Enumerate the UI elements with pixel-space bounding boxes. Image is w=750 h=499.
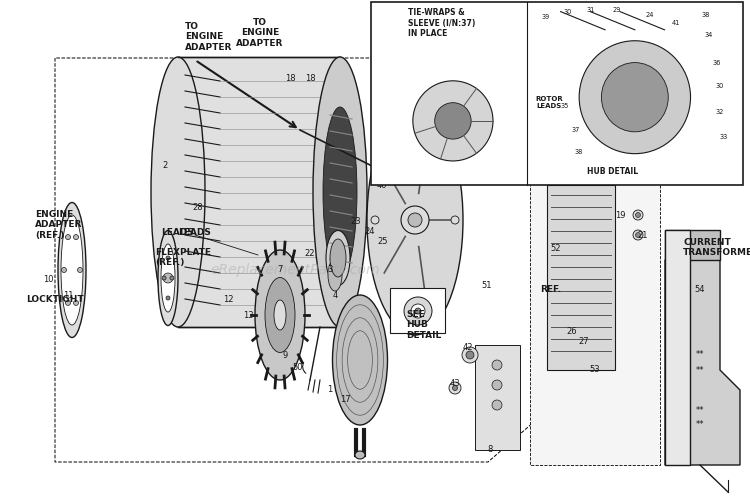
Ellipse shape [255,250,305,380]
Text: 38: 38 [701,12,709,18]
Text: 40: 40 [376,181,387,190]
Text: **: ** [696,406,704,415]
Text: 34: 34 [705,32,713,38]
Circle shape [170,276,174,280]
Ellipse shape [332,295,388,425]
Text: LOCKTIGHT: LOCKTIGHT [26,295,84,304]
Text: 52: 52 [550,244,561,252]
Text: 41: 41 [671,19,680,25]
Text: 18: 18 [304,73,315,82]
Ellipse shape [328,259,342,291]
Circle shape [415,308,421,314]
Text: 27: 27 [579,337,590,346]
Text: 12: 12 [223,295,233,304]
Text: 26: 26 [567,327,578,336]
Text: TO
ENGINE
ADAPTER: TO ENGINE ADAPTER [185,22,232,52]
Circle shape [633,210,643,220]
Text: TO
ENGINE
ADAPTER: TO ENGINE ADAPTER [236,18,284,48]
Text: 23: 23 [351,218,361,227]
Ellipse shape [367,105,463,335]
Text: 53: 53 [590,365,600,375]
Circle shape [65,235,70,240]
Text: 11: 11 [63,290,74,299]
Circle shape [635,233,640,238]
Text: HUB DETAIL: HUB DETAIL [586,167,638,176]
Circle shape [492,400,502,410]
Circle shape [449,382,461,394]
Circle shape [77,267,82,272]
Text: 8: 8 [488,446,493,455]
Text: **: ** [696,350,704,359]
Circle shape [411,311,419,319]
Text: 28: 28 [193,203,203,212]
Polygon shape [178,57,340,327]
Text: REF.: REF. [540,285,561,294]
Text: 39: 39 [542,14,550,20]
Text: 42: 42 [463,343,473,352]
Text: ROTOR
LEADS: ROTOR LEADS [536,96,563,109]
FancyBboxPatch shape [475,345,520,450]
Circle shape [633,230,643,240]
Text: 30: 30 [716,83,724,89]
Circle shape [452,386,458,391]
Text: **: ** [696,365,704,375]
Circle shape [162,276,166,280]
Circle shape [408,213,422,227]
Text: CURRENT
TRANSFORMER: CURRENT TRANSFORMER [683,238,750,257]
Text: 33: 33 [720,134,728,140]
Circle shape [74,300,79,305]
Polygon shape [665,230,720,260]
Text: SEE
HUB
DETAIL: SEE HUB DETAIL [406,310,441,340]
Circle shape [492,360,502,370]
Text: 37: 37 [572,127,580,133]
Circle shape [413,81,493,161]
Text: 43: 43 [450,379,460,388]
Text: **: ** [696,421,704,430]
Ellipse shape [274,300,286,330]
Ellipse shape [323,107,357,277]
Text: 31: 31 [586,7,595,13]
Text: FLEXPLATE
(REF.): FLEXPLATE (REF.) [155,248,211,267]
Text: 51: 51 [482,280,492,289]
Text: 38: 38 [575,149,584,155]
Circle shape [404,297,432,325]
Text: ENGINE
ADAPTER
(REF.): ENGINE ADAPTER (REF.) [35,210,82,240]
Ellipse shape [462,347,478,363]
Text: 54: 54 [694,285,705,294]
Text: 17: 17 [340,396,350,405]
Text: 29: 29 [612,7,620,13]
Circle shape [411,304,425,318]
Text: 30: 30 [564,8,572,14]
Circle shape [163,273,173,283]
Text: 7: 7 [278,265,283,274]
Ellipse shape [61,215,83,325]
Circle shape [451,216,459,224]
Circle shape [635,213,640,218]
Text: 35: 35 [560,103,568,109]
Ellipse shape [579,41,691,154]
Text: 1: 1 [327,386,333,395]
Text: TIE-WRAPS &
SLEEVE (I/N:37)
IN PLACE: TIE-WRAPS & SLEEVE (I/N:37) IN PLACE [408,8,476,38]
Ellipse shape [355,451,365,459]
Text: 22: 22 [304,249,315,257]
Circle shape [65,300,70,305]
Circle shape [411,121,419,129]
Text: eReplacementParts.com: eReplacementParts.com [210,263,380,277]
Circle shape [466,351,474,359]
Ellipse shape [151,57,205,327]
Ellipse shape [313,57,367,327]
Circle shape [74,235,79,240]
Text: 24: 24 [646,12,654,18]
Text: 3: 3 [327,265,333,274]
Circle shape [371,216,379,224]
Text: 18: 18 [285,73,296,82]
Ellipse shape [58,203,86,337]
Text: 13: 13 [243,310,254,319]
Ellipse shape [330,239,346,277]
Circle shape [492,380,502,390]
FancyBboxPatch shape [371,2,742,185]
Polygon shape [530,130,660,465]
Text: 24: 24 [364,228,375,237]
Text: 36: 36 [712,59,721,65]
Ellipse shape [265,277,295,352]
